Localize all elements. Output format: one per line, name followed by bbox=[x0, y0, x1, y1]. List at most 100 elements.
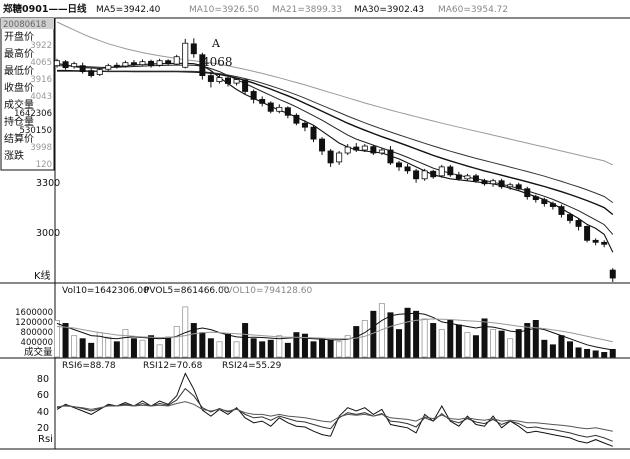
candle-body-down bbox=[413, 170, 420, 180]
candle-body-up bbox=[233, 79, 240, 84]
info-rows: 开盘价3922最高价4065最低价3916收盘价4043成交量1642306持仓… bbox=[4, 30, 52, 170]
candle-body-down bbox=[353, 146, 360, 151]
ma5-readout: MA5=3942.40 bbox=[96, 5, 161, 15]
ma21-readout: MA21=3899.33 bbox=[272, 5, 342, 15]
candle-body-down bbox=[199, 54, 206, 76]
candle bbox=[344, 144, 351, 155]
candle bbox=[182, 38, 189, 69]
volume-bar bbox=[549, 344, 556, 358]
candle-body-down bbox=[267, 102, 274, 112]
candle-body-up bbox=[54, 60, 61, 67]
candle-body-up bbox=[71, 63, 78, 68]
rsi-line-rsi6 bbox=[56, 372, 613, 447]
candle bbox=[173, 54, 180, 66]
candle bbox=[378, 148, 385, 155]
volume-bar bbox=[507, 338, 514, 358]
volume-bar bbox=[481, 318, 488, 358]
volume-bar bbox=[361, 319, 368, 358]
info-value: 530150 bbox=[20, 126, 52, 136]
candle bbox=[139, 59, 146, 66]
info-label: 最低价 bbox=[4, 64, 34, 77]
volume-bar bbox=[54, 319, 61, 358]
candle-body-down bbox=[481, 180, 488, 185]
vol-tick-800000: 800000 bbox=[21, 328, 53, 338]
candle-body-down bbox=[601, 241, 608, 245]
candle-body-down bbox=[224, 77, 231, 84]
candle-body-down bbox=[541, 199, 548, 205]
candle bbox=[301, 120, 308, 132]
candle-body-down bbox=[584, 226, 591, 241]
candle-body-up bbox=[464, 175, 471, 180]
rsi-tick-80: 80 bbox=[37, 374, 49, 385]
candle bbox=[233, 77, 240, 86]
candle bbox=[541, 197, 548, 207]
price-panel bbox=[54, 21, 616, 282]
candle-body-down bbox=[327, 150, 334, 164]
rsi-tick-60: 60 bbox=[37, 390, 49, 401]
candle-body-down bbox=[301, 122, 308, 128]
volume-bar bbox=[250, 338, 257, 358]
candle bbox=[353, 143, 360, 152]
candle bbox=[584, 225, 591, 243]
candle bbox=[438, 164, 445, 178]
volume-bar bbox=[515, 329, 522, 358]
candle-body-down bbox=[88, 70, 95, 76]
candle-body-down bbox=[148, 60, 155, 67]
candle bbox=[524, 186, 531, 200]
candle bbox=[532, 194, 539, 203]
rsi-tick-40: 40 bbox=[37, 407, 49, 418]
volume-bar bbox=[310, 341, 317, 358]
info-value: 4065 bbox=[30, 58, 52, 68]
rsi-tick-20: 20 bbox=[37, 423, 49, 434]
candle bbox=[216, 74, 223, 84]
volume-bar bbox=[267, 339, 274, 358]
candle bbox=[413, 168, 420, 183]
candle-body-down bbox=[567, 214, 574, 221]
info-label: 涨跌 bbox=[4, 149, 24, 162]
volume-bar bbox=[165, 336, 172, 358]
rsi24-readout: RSI24=55.29 bbox=[222, 361, 282, 371]
candle-body-up bbox=[105, 65, 112, 70]
info-value: 4043 bbox=[30, 92, 52, 102]
candle bbox=[567, 212, 574, 224]
candle bbox=[88, 68, 95, 78]
rsi-axis-label: Rsi bbox=[38, 434, 53, 445]
volume-bar bbox=[464, 332, 471, 358]
pvol10-readout: PVOL10=794128.60 bbox=[221, 286, 312, 296]
candle-body-up bbox=[173, 56, 180, 65]
candle bbox=[395, 160, 402, 171]
candle-body-up bbox=[438, 166, 445, 177]
volume-axis-label: 成交量 bbox=[24, 346, 53, 358]
candle-body-down bbox=[404, 166, 411, 172]
candle-body-up bbox=[344, 146, 351, 154]
candle bbox=[507, 182, 514, 190]
candle-body-down bbox=[455, 174, 462, 180]
candle bbox=[558, 204, 565, 218]
candle-body-down bbox=[472, 175, 479, 182]
ma60-readout: MA60=3954.72 bbox=[438, 5, 508, 15]
candle bbox=[250, 89, 257, 104]
candle bbox=[319, 137, 326, 155]
candle-body-down bbox=[165, 60, 172, 65]
volume-bar bbox=[259, 341, 266, 358]
volume-bar bbox=[293, 332, 300, 358]
candle-body-down bbox=[515, 184, 522, 190]
volume-bar bbox=[173, 326, 180, 358]
candle bbox=[267, 101, 274, 114]
candle-body-down bbox=[498, 180, 505, 188]
candle-body-up bbox=[490, 180, 497, 185]
volume-bar bbox=[148, 335, 155, 358]
candle-body-down bbox=[575, 220, 582, 227]
candle bbox=[336, 151, 343, 165]
volume-bar bbox=[472, 335, 479, 358]
volume-bar bbox=[130, 338, 137, 358]
rsi-line-rsi12 bbox=[56, 387, 613, 442]
candle bbox=[156, 58, 163, 67]
volume-bar bbox=[490, 329, 497, 358]
candle bbox=[259, 96, 266, 107]
volume-bar bbox=[242, 323, 249, 358]
volume-bar bbox=[498, 330, 505, 358]
volume-bar bbox=[216, 341, 223, 358]
rsi12-readout: RSI12=70.68 bbox=[143, 361, 203, 371]
